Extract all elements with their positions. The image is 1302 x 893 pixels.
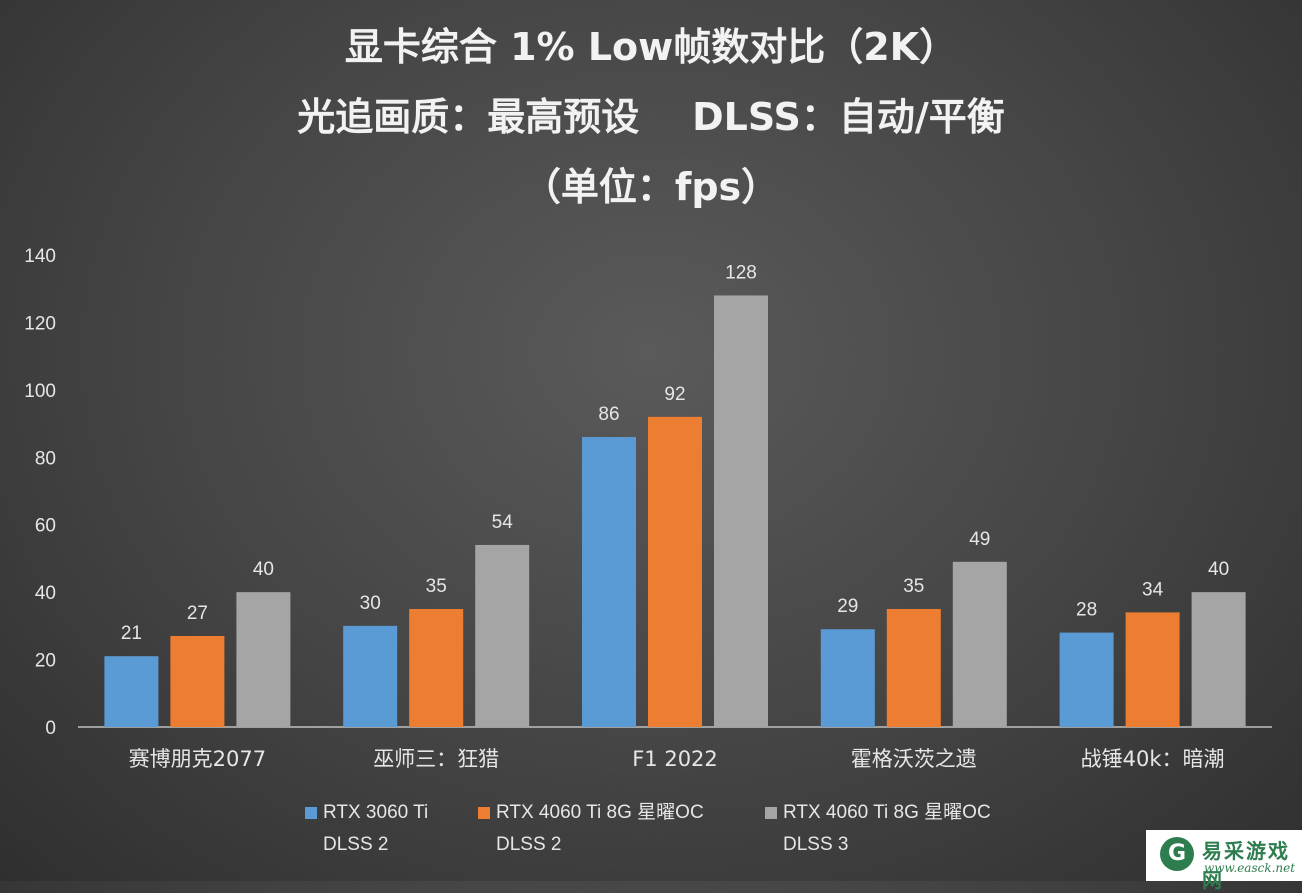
bar [648,416,702,727]
data-label: 86 [598,404,619,425]
data-label: 128 [725,262,757,283]
watermark-logo-icon: G [1160,837,1194,871]
category-label: 霍格沃茨之遗 [851,747,977,771]
category-label: F1 2022 [632,747,718,771]
bar [409,609,464,727]
bar [236,592,291,727]
chart-title-line-1: 显卡综合 1% Low帧数对比（2K） [344,25,958,69]
y-tick-label: 0 [45,718,56,739]
data-label: 35 [903,576,924,597]
y-tick-label: 140 [24,246,56,267]
data-label: 92 [664,384,685,405]
data-label: 21 [121,623,142,644]
bar [582,437,636,727]
y-tick-label: 20 [35,651,56,672]
bar [104,656,159,727]
legend-label-line: RTX 4060 Ti 8G 星曜OC [496,802,704,823]
legend-swatch [478,807,490,819]
data-label: 30 [360,593,381,614]
y-tick-label: 60 [35,516,56,537]
data-label: 40 [253,559,274,580]
y-tick-label: 40 [35,583,56,604]
data-label: 28 [1076,600,1097,621]
watermark: G 易采游戏网 www.easck.net [1146,830,1302,892]
y-tick-label: 80 [35,448,56,469]
category-label: 巫师三：狂猎 [373,747,499,771]
legend-swatch [305,807,317,819]
bar [1059,632,1114,727]
legend-label: RTX 4060 Ti 8G 星曜OC DLSS 3 [783,797,1023,861]
bar [1125,612,1180,727]
legend-label-line: DLSS 2 [323,834,389,855]
y-tick-label: 100 [24,381,56,402]
legend-label: RTX 4060 Ti 8G 星曜OC DLSS 2 [496,797,736,861]
legend-label-line: DLSS 3 [783,834,849,855]
bar [820,629,875,727]
legend-label-line: RTX 4060 Ti 8G 星曜OC [783,802,991,823]
category-label: 赛博朋克2077 [129,747,266,771]
bar [886,609,941,727]
data-label: 49 [969,529,990,550]
y-tick-label: 120 [24,313,56,334]
data-label: 29 [837,596,858,617]
data-label: 54 [492,512,514,533]
watermark-url: www.easck.net [1204,861,1296,875]
legend-swatch [765,807,777,819]
bar [170,635,225,727]
bar [952,561,1007,727]
data-label: 35 [426,576,447,597]
chart-title-line-2: 光追画质：最高预设 DLSS：自动/平衡 [297,95,1005,139]
data-label: 27 [187,603,208,624]
bar [1191,592,1246,727]
bar [714,295,768,727]
bar [343,625,398,727]
legend-label-line: DLSS 2 [496,834,562,855]
legend-label: RTX 3060 Ti DLSS 2 [323,797,563,861]
data-label: 34 [1142,579,1164,600]
legend-label-line: RTX 3060 Ti [323,802,429,823]
chart-title-line-3: （单位：fps） [522,165,780,209]
category-label: 战锤40k：暗潮 [1081,747,1225,771]
data-label: 40 [1208,559,1229,580]
bar [475,544,530,727]
